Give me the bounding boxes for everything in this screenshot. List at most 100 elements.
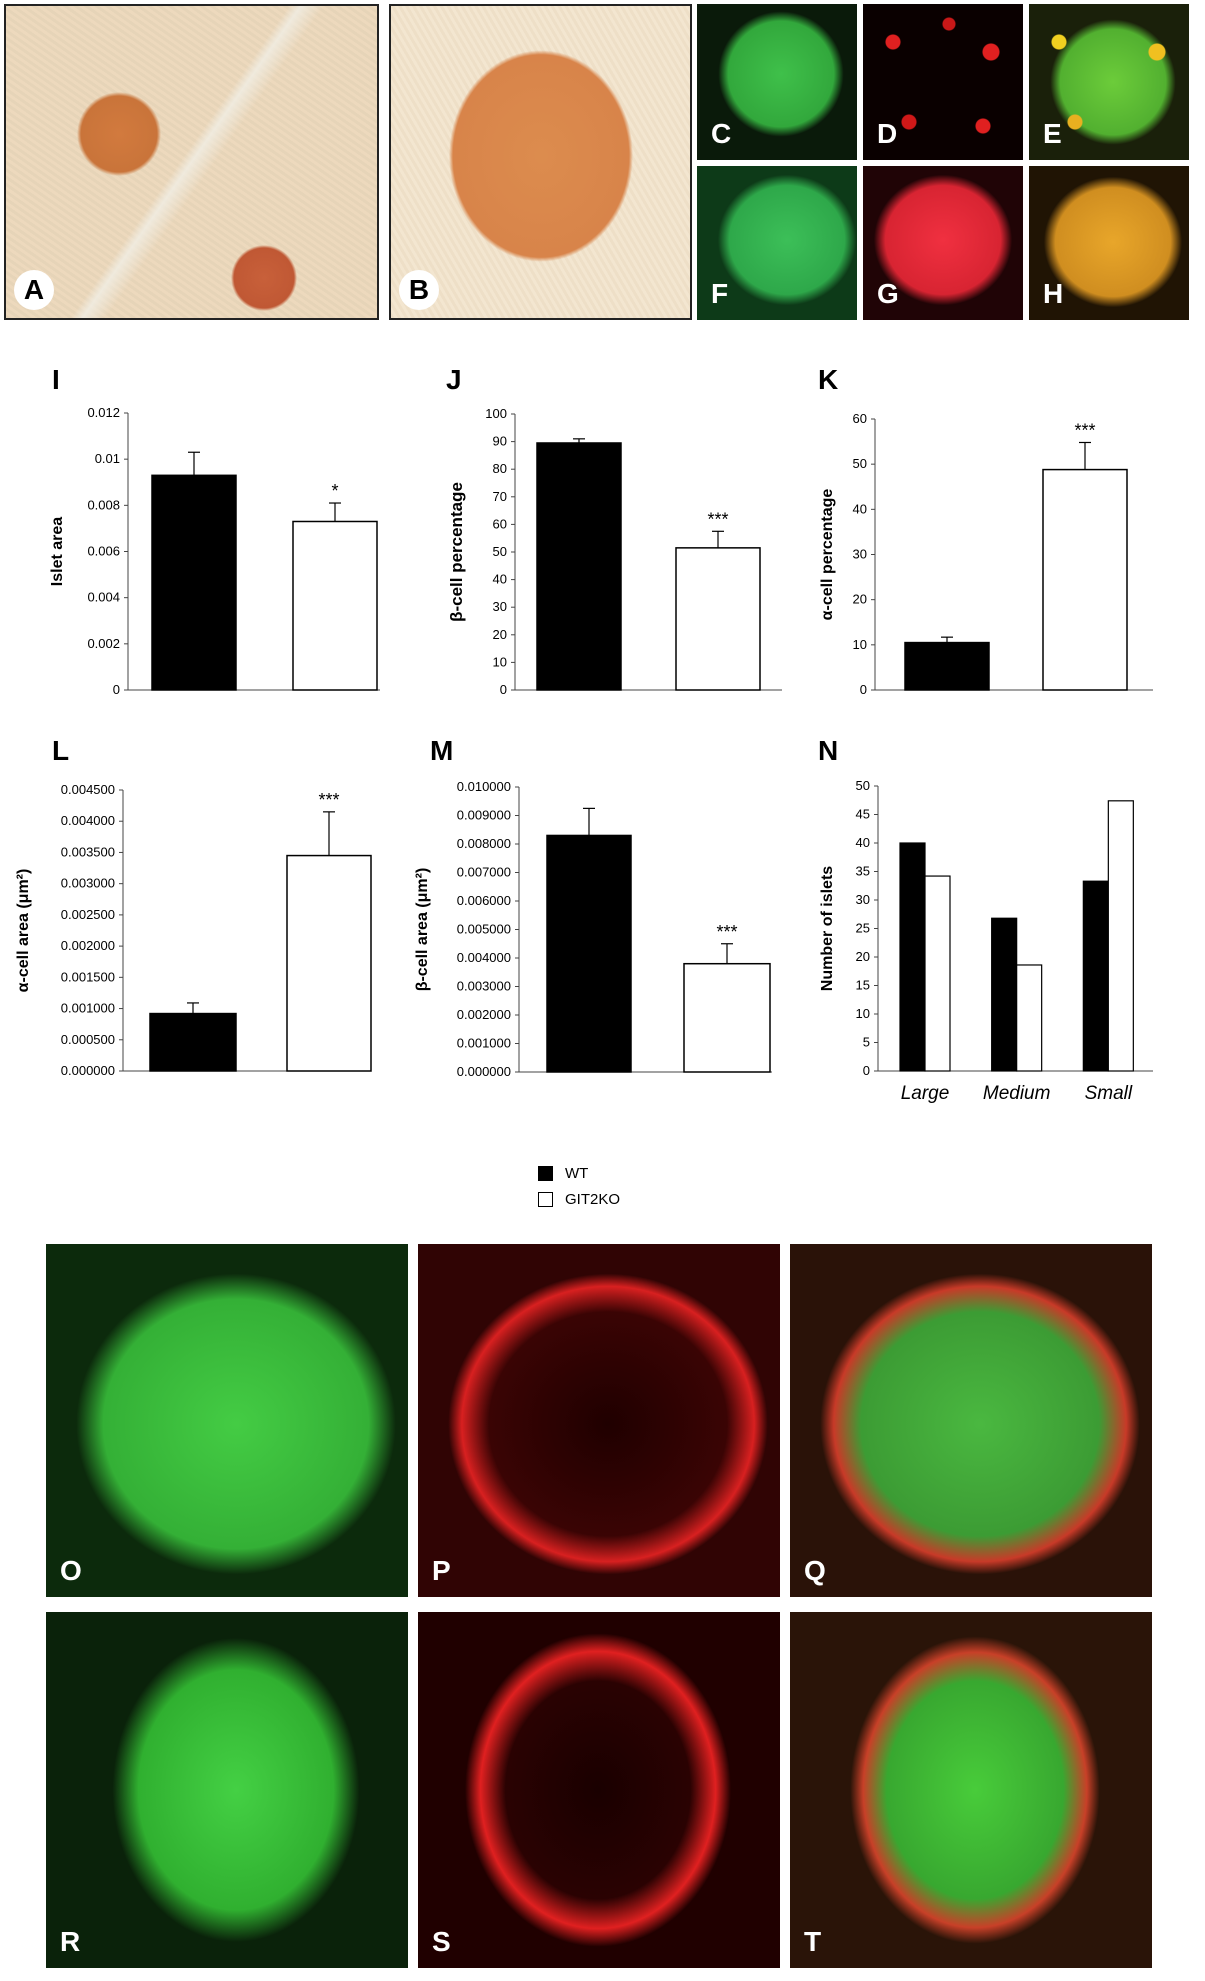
panel-label-e: E	[1043, 118, 1062, 149]
bar-l-git2ko	[286, 854, 372, 1072]
y-axis-label-l: α-cell area (μm²)	[15, 869, 32, 993]
legend-label-git2ko: GIT2KO	[565, 1190, 621, 1208]
y-tick-label-j: 70	[493, 489, 507, 504]
micrograph-a: A	[4, 4, 379, 320]
panel-label-a: A	[14, 270, 54, 310]
significance-i: *	[331, 481, 338, 501]
y-tick-label-i: 0.01	[95, 451, 120, 466]
legend-item-git2ko: GIT2KO	[538, 1186, 620, 1212]
y-tick-label-j: 20	[493, 627, 507, 642]
panel-label-s: S	[432, 1926, 451, 1957]
y-tick-label-n: 0	[863, 1063, 870, 1078]
y-tick-label-j: 60	[493, 516, 507, 531]
micrograph-q: Q	[790, 1244, 1152, 1597]
y-tick-label-n: 50	[856, 778, 870, 793]
y-tick-label-i: 0.002	[87, 636, 120, 651]
panel-label-d: D	[877, 118, 898, 149]
bar-j-wt	[536, 442, 622, 691]
y-tick-label-k: 20	[853, 592, 867, 607]
y-tick-label-k: 60	[853, 411, 867, 426]
y-tick-label-j: 100	[485, 406, 507, 421]
micrograph-s: S	[418, 1612, 780, 1968]
y-tick-label-l: 0.004000	[61, 813, 115, 828]
panel-label-q: Q	[804, 1555, 826, 1586]
bar-n-small-wt	[1082, 880, 1109, 1072]
y-tick-label-j: 30	[493, 599, 507, 614]
bar-k-git2ko	[1042, 468, 1128, 691]
y-tick-label-m: 0.008000	[457, 836, 511, 851]
bar-j-git2ko	[675, 547, 761, 691]
chart-panel-label-k: K	[818, 364, 839, 395]
y-tick-label-n: 45	[856, 807, 870, 822]
bar-i-git2ko	[292, 520, 378, 691]
micrograph-e: E	[1029, 4, 1189, 160]
y-tick-label-l: 0.002500	[61, 907, 115, 922]
y-tick-label-j: 80	[493, 461, 507, 476]
y-tick-label-j: 40	[493, 572, 507, 587]
legend-label-wt: WT	[565, 1164, 589, 1182]
y-tick-label-m: 0.003000	[457, 979, 511, 994]
y-tick-label-j: 0	[500, 682, 507, 697]
y-tick-label-j: 10	[493, 654, 507, 669]
micrograph-b: B	[389, 4, 692, 320]
bar-m-wt	[546, 834, 632, 1073]
y-tick-label-m: 0.009000	[457, 808, 511, 823]
panel-label-o: O	[60, 1555, 82, 1586]
micrograph-t: T	[790, 1612, 1152, 1968]
y-tick-label-n: 40	[856, 835, 870, 850]
y-tick-label-k: 10	[853, 637, 867, 652]
y-tick-label-k: 30	[853, 547, 867, 562]
y-axis-label-i: Islet area	[49, 517, 66, 586]
y-tick-label-l: 0.000500	[61, 1032, 115, 1047]
bar-m-git2ko	[683, 962, 771, 1073]
x-tick-label-n: Large	[901, 1083, 950, 1104]
y-tick-label-k: 40	[853, 501, 867, 516]
y-tick-label-i: 0.012	[87, 405, 120, 420]
significance-j: ***	[707, 509, 728, 529]
panel-label-b: B	[399, 270, 439, 310]
y-tick-label-k: 50	[853, 456, 867, 471]
y-tick-label-n: 5	[863, 1035, 870, 1050]
significance-k: ***	[1074, 420, 1095, 440]
y-tick-label-n: 25	[856, 921, 870, 936]
chart-panel-label-l: L	[52, 735, 70, 766]
y-axis-label-j: β-cell percentage	[447, 482, 466, 622]
micrograph-h: H	[1029, 166, 1189, 320]
legend-swatch-wt	[538, 1165, 553, 1181]
y-tick-label-m: 0.002000	[457, 1007, 511, 1022]
panel-label-f: F	[711, 278, 729, 309]
micrograph-p: P	[418, 1244, 780, 1597]
bar-n-large-wt	[899, 842, 926, 1072]
y-tick-label-l: 0.004500	[61, 782, 115, 797]
bar-n-large-git2ko	[924, 875, 951, 1072]
micrograph-c: C	[697, 4, 857, 160]
y-tick-label-m: 0.004000	[457, 950, 511, 965]
bar-l-wt	[149, 1012, 237, 1072]
y-tick-label-k: 0	[860, 682, 867, 697]
bar-i-wt	[151, 474, 237, 691]
y-axis-label-m: β-cell area (μm²)	[414, 868, 431, 992]
significance-m: ***	[716, 922, 737, 942]
panel-label-t: T	[804, 1926, 822, 1957]
chart-panel-label-j: J	[446, 364, 462, 395]
chart-panel-label-n: N	[818, 735, 839, 766]
y-tick-label-m: 0.000000	[457, 1064, 511, 1079]
y-tick-label-l: 0.003500	[61, 844, 115, 859]
micrograph-d: D	[863, 4, 1023, 160]
y-tick-label-i: 0.004	[87, 590, 120, 605]
bar-n-small-git2ko	[1107, 800, 1134, 1072]
legend-item-wt: WT	[538, 1160, 620, 1186]
significance-l: ***	[318, 790, 339, 810]
y-tick-label-m: 0.010000	[457, 779, 511, 794]
micrograph-r: R	[46, 1612, 408, 1968]
bar-n-medium-git2ko	[1016, 964, 1043, 1072]
y-tick-label-n: 15	[856, 978, 870, 993]
panel-label-c: C	[711, 118, 732, 149]
bar-k-wt	[904, 641, 990, 691]
x-tick-label-n: Small	[1085, 1083, 1133, 1104]
y-tick-label-i: 0.008	[87, 497, 120, 512]
legend-swatch-git2ko	[538, 1191, 553, 1207]
y-tick-label-m: 0.005000	[457, 922, 511, 937]
y-tick-label-m: 0.007000	[457, 865, 511, 880]
y-tick-label-j: 50	[493, 544, 507, 559]
